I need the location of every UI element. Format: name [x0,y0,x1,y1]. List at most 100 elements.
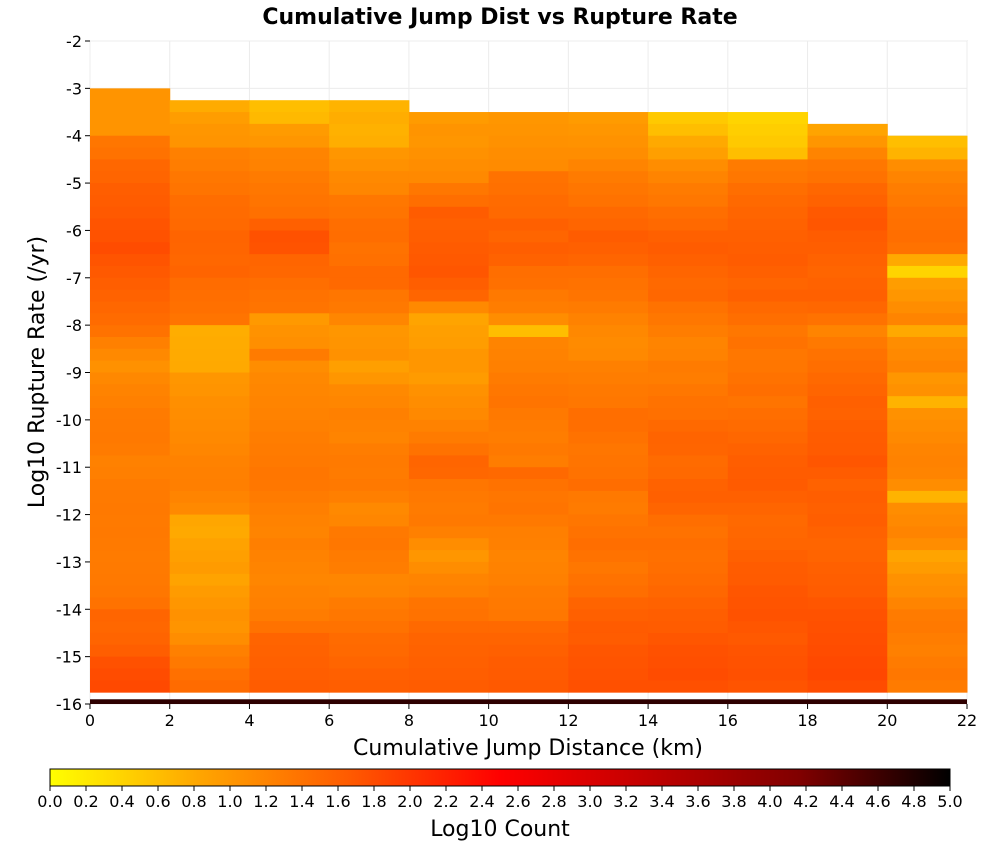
heatmap-cell [249,194,330,208]
heatmap-cell [807,644,888,658]
heatmap-cell [169,597,250,610]
heatmap-cell [488,230,569,243]
heatmap-cell [249,526,330,539]
heatmap-cell [568,384,649,397]
heatmap-cell [329,100,410,113]
heatmap-cell [488,490,569,504]
heatmap-cell [169,254,250,267]
heatmap-cell [727,325,809,338]
heatmap-cell [807,254,888,267]
heatmap-cell [329,502,410,516]
heatmap-cell [568,609,649,622]
heatmap-cell [329,680,410,693]
heatmap-cell [648,597,729,610]
heatmap-cell [887,621,968,634]
heatmap-cell [648,502,729,516]
heatmap-cell [249,597,330,610]
heatmap-cell [249,171,330,184]
heatmap-cell [887,526,968,539]
y-tick-label: -15 [56,648,82,667]
heatmap-cell [727,206,809,220]
y-tick-label: -12 [56,506,82,525]
heatmap-cell [169,467,250,480]
heatmap-cell [408,550,490,563]
heatmap-cell [169,159,250,172]
x-tick-label: 12 [558,711,578,730]
heatmap-cell [169,644,250,658]
heatmap-cell [488,384,569,397]
heatmap-cell [329,609,410,622]
heatmap-cell [887,419,968,433]
heatmap-cell [727,254,809,267]
heatmap-cell [568,526,649,539]
heatmap-cell [727,171,809,184]
heatmap-cell [169,585,250,598]
heatmap-cell [329,597,410,610]
colorbar [49,768,951,787]
colorbar-tick-label: 3.8 [721,792,746,811]
heatmap-cell [648,408,729,421]
heatmap-cell [249,502,330,516]
heatmap-cell [727,360,809,373]
colorbar-tick-label: 4.8 [901,792,926,811]
heatmap-cell [249,455,330,468]
heatmap-cell [648,644,729,658]
x-tick-label: 6 [324,711,334,730]
heatmap-cell [807,372,888,385]
heatmap-cell [807,147,888,160]
heatmap-cell [568,656,649,669]
heatmap-cell [408,372,490,385]
heatmap-cell [648,443,729,456]
heatmap-cell [169,502,250,516]
heatmap-cell [488,644,569,658]
heatmap-cell [807,538,888,551]
heatmap-cell [169,526,250,539]
heatmap-cell [169,632,250,646]
heatmap-cell [887,585,968,598]
heatmap-cell [90,514,171,527]
heatmap-cell [488,135,569,149]
heatmap-cell [90,194,171,208]
heatmap-cell [329,230,410,243]
heatmap-cell [90,206,171,220]
heatmap-cell [329,585,410,598]
heatmap-cell [727,289,809,302]
heatmap-cell [887,277,968,291]
heatmap-cell [249,609,330,622]
heatmap-cell [648,479,729,492]
y-tick-label: -16 [56,695,82,714]
heatmap-cell [90,88,171,101]
colorbar-tick-label: 5.0 [937,792,962,811]
heatmap-cell [249,408,330,421]
heatmap-cell [887,289,968,302]
x-tick-label: 4 [244,711,254,730]
heatmap-cell [727,455,809,468]
y-axis-ticks: -2 -3 -4 -5 -6 -7 -8 -9 -10 -11 -12 -13 -14 -15 -16 [56,32,90,714]
heatmap-cell [329,254,410,267]
heatmap-cell [568,254,649,267]
heatmap-cell [727,183,809,196]
heatmap-cell [90,573,171,587]
heatmap-cell [727,123,809,137]
heatmap-cell [727,301,809,314]
heatmap-cell [90,242,171,255]
heatmap-cell [329,490,410,504]
heatmap-cell [169,277,250,291]
heatmap-cell [807,585,888,598]
heatmap-cell [568,644,649,658]
heatmap-cell [568,561,649,575]
heatmap-cell [807,573,888,587]
heatmap-cell [807,289,888,302]
heatmap-cell [329,408,410,421]
heatmap-cell [488,597,569,610]
heatmap-cell [329,194,410,208]
heatmap-cell [488,194,569,208]
x-tick-label: 22 [957,711,977,730]
heatmap-cell [408,171,490,184]
heatmap-cell [648,585,729,598]
heatmap-cell [727,242,809,255]
heatmap-cell [90,632,171,646]
heatmap-cell [90,479,171,492]
heatmap-cell [568,194,649,208]
heatmap-cell [408,467,490,480]
